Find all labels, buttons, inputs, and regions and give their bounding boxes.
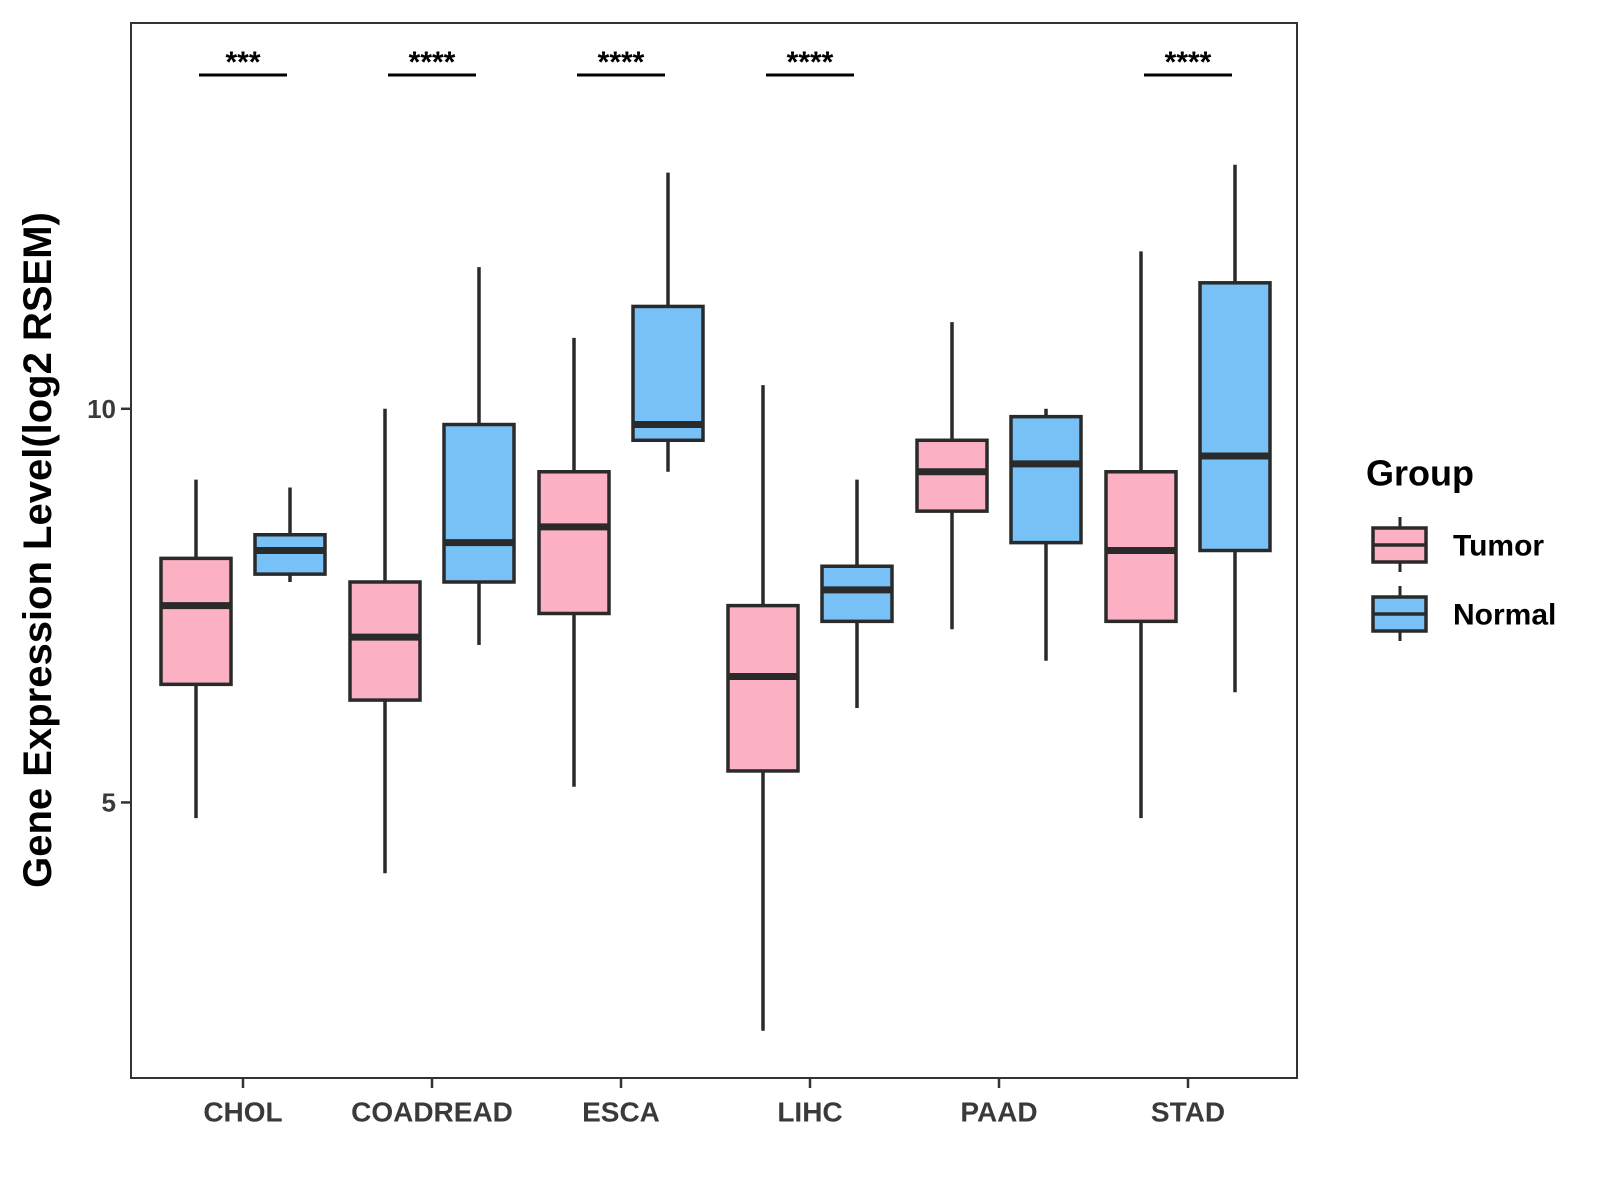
iqr-box-normal-chol [253, 533, 327, 576]
iqr-box-tumor-chol [159, 556, 233, 687]
significance-label-coadread: **** [409, 46, 456, 79]
y-tick-label-5: 5 [102, 787, 116, 817]
x-axis: CHOL COADREAD ESCA LIHC PAAD STAD [203, 1078, 1225, 1128]
box-tumor-stad [1104, 251, 1178, 819]
x-tick-label-stad: STAD [1151, 1097, 1225, 1128]
x-tick-label-coadread: COADREAD [351, 1097, 513, 1128]
x-tick-label-lihc: LIHC [777, 1097, 842, 1128]
box-series-group [159, 164, 1272, 1031]
iqr-box-normal-coadread [442, 422, 516, 584]
y-axis-title: Gene Expression Level(log2 RSEM) [16, 212, 60, 888]
box-normal-stad [1198, 164, 1272, 693]
significance-label-esca: **** [598, 46, 645, 79]
box-tumor-paad [915, 322, 989, 630]
box-normal-lihc [820, 479, 894, 708]
x-tick-label-esca: ESCA [582, 1097, 660, 1128]
iqr-box-tumor-lihc [726, 603, 800, 773]
box-tumor-esca [537, 337, 611, 787]
y-tick-label-10: 10 [87, 394, 116, 424]
iqr-box-normal-paad [1009, 414, 1083, 545]
box-tumor-lihc [726, 385, 800, 1031]
legend-label-tumor: Tumor [1453, 530, 1544, 563]
x-tick-label-chol: CHOL [203, 1097, 282, 1128]
iqr-box-normal-esca [631, 304, 705, 443]
iqr-box-tumor-esca [537, 470, 611, 616]
box-normal-paad [1009, 408, 1083, 661]
significance-annotations: *** **** **** **** **** [199, 46, 1232, 79]
iqr-box-tumor-coadread [348, 580, 422, 702]
iqr-box-normal-stad [1198, 281, 1272, 553]
iqr-box-tumor-paad [915, 438, 989, 513]
legend: Group Tumor Normal [1366, 453, 1556, 641]
box-normal-chol [253, 487, 327, 582]
significance-label-stad: **** [1165, 46, 1212, 79]
legend-title: Group [1366, 453, 1474, 494]
legend-key-normal [1371, 586, 1428, 641]
x-tick-label-paad: PAAD [960, 1097, 1037, 1128]
box-normal-esca [631, 172, 705, 472]
legend-label-normal: Normal [1453, 599, 1556, 632]
box-tumor-chol [159, 479, 233, 819]
box-tumor-coadread [348, 408, 422, 874]
significance-label-chol: *** [225, 46, 260, 79]
iqr-box-tumor-stad [1104, 470, 1178, 624]
iqr-box-normal-lihc [820, 564, 894, 624]
significance-label-lihc: **** [787, 46, 834, 79]
legend-key-tumor [1371, 517, 1428, 572]
box-normal-coadread [442, 267, 516, 645]
